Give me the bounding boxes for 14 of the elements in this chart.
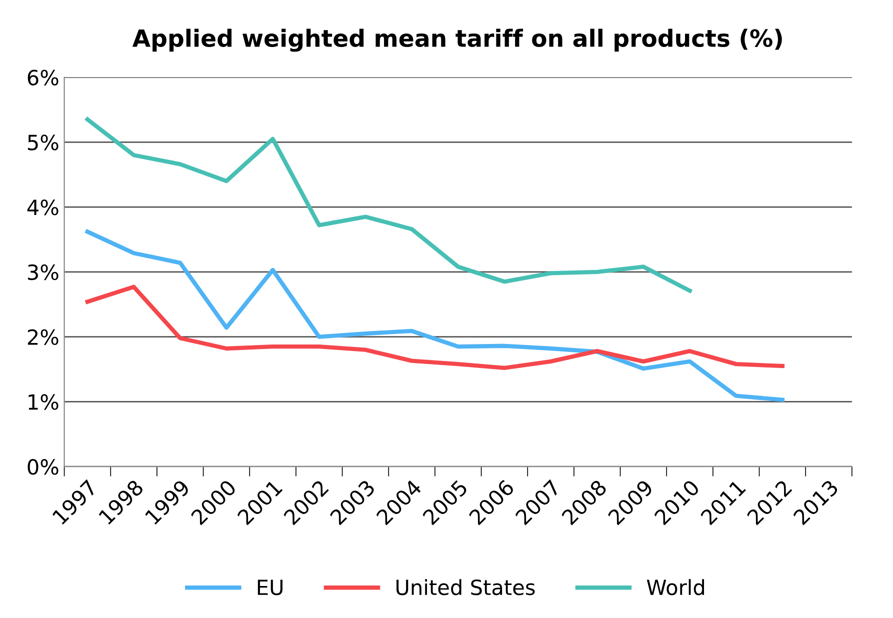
chart-title: Applied weighted mean tariff on all products (%) — [132, 28, 782, 52]
legend-label: EU — [258, 580, 282, 596]
line-series — [85, 117, 692, 293]
y-tick-label: 3% — [28, 264, 58, 280]
line-series — [85, 284, 785, 370]
legend-label: World — [646, 579, 704, 596]
line-series — [85, 230, 785, 402]
y-tick-label: 5% — [28, 134, 58, 150]
y-tick-label: 0% — [28, 459, 58, 475]
y-tick-label: 1% — [28, 394, 58, 410]
y-tick-label: 6% — [28, 70, 58, 86]
legend-label: United States — [396, 579, 535, 596]
y-tick-label: 2% — [28, 329, 58, 346]
y-tick-label: 4% — [27, 199, 58, 216]
